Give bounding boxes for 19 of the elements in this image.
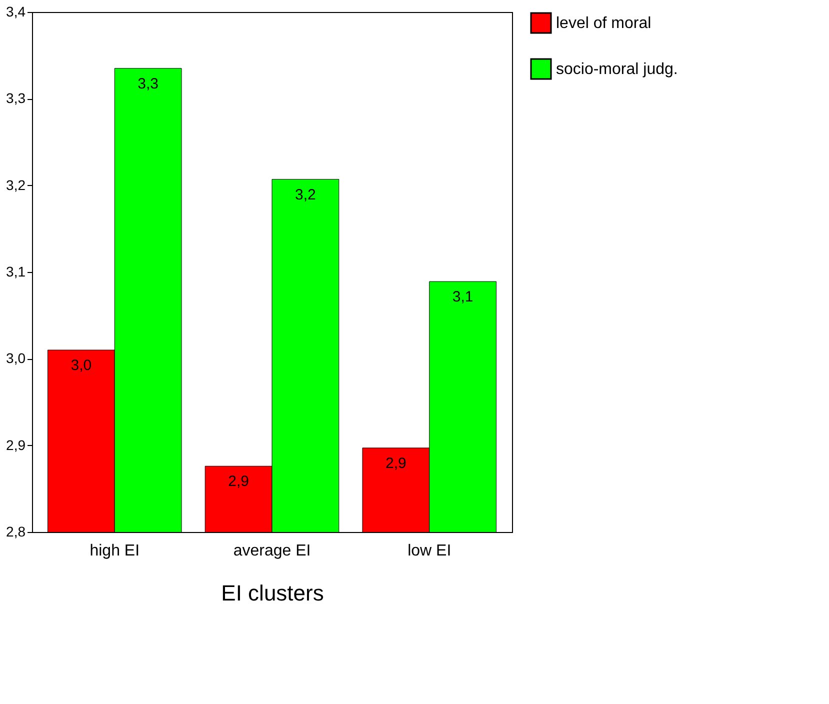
legend-label: socio-moral judg. xyxy=(556,61,678,78)
legend-label: level of moral xyxy=(556,15,652,32)
x-tick-label: low EI xyxy=(408,542,452,560)
x-tick-label: high EI xyxy=(90,542,140,560)
x-tick-label: average EI xyxy=(233,542,311,560)
data-label: 3,3 xyxy=(138,75,158,92)
y-tick-label: 2,9 xyxy=(6,436,26,453)
y-tick-label: 3,1 xyxy=(6,264,26,280)
x-axis-title: EI clusters xyxy=(221,580,324,606)
y-tick-label: 3,4 xyxy=(6,4,26,20)
data-label: 3,2 xyxy=(295,186,316,204)
y-tick-label: 3,3 xyxy=(6,90,26,106)
data-label: 3,0 xyxy=(70,357,92,374)
y-tick-label: 3,2 xyxy=(6,176,26,193)
y-tick-label: 2,8 xyxy=(6,524,26,540)
data-label: 2,9 xyxy=(386,454,406,472)
data-label: 2,9 xyxy=(228,473,249,490)
y-tick-label: 3,0 xyxy=(6,350,26,366)
data-label: 3,1 xyxy=(452,288,474,306)
